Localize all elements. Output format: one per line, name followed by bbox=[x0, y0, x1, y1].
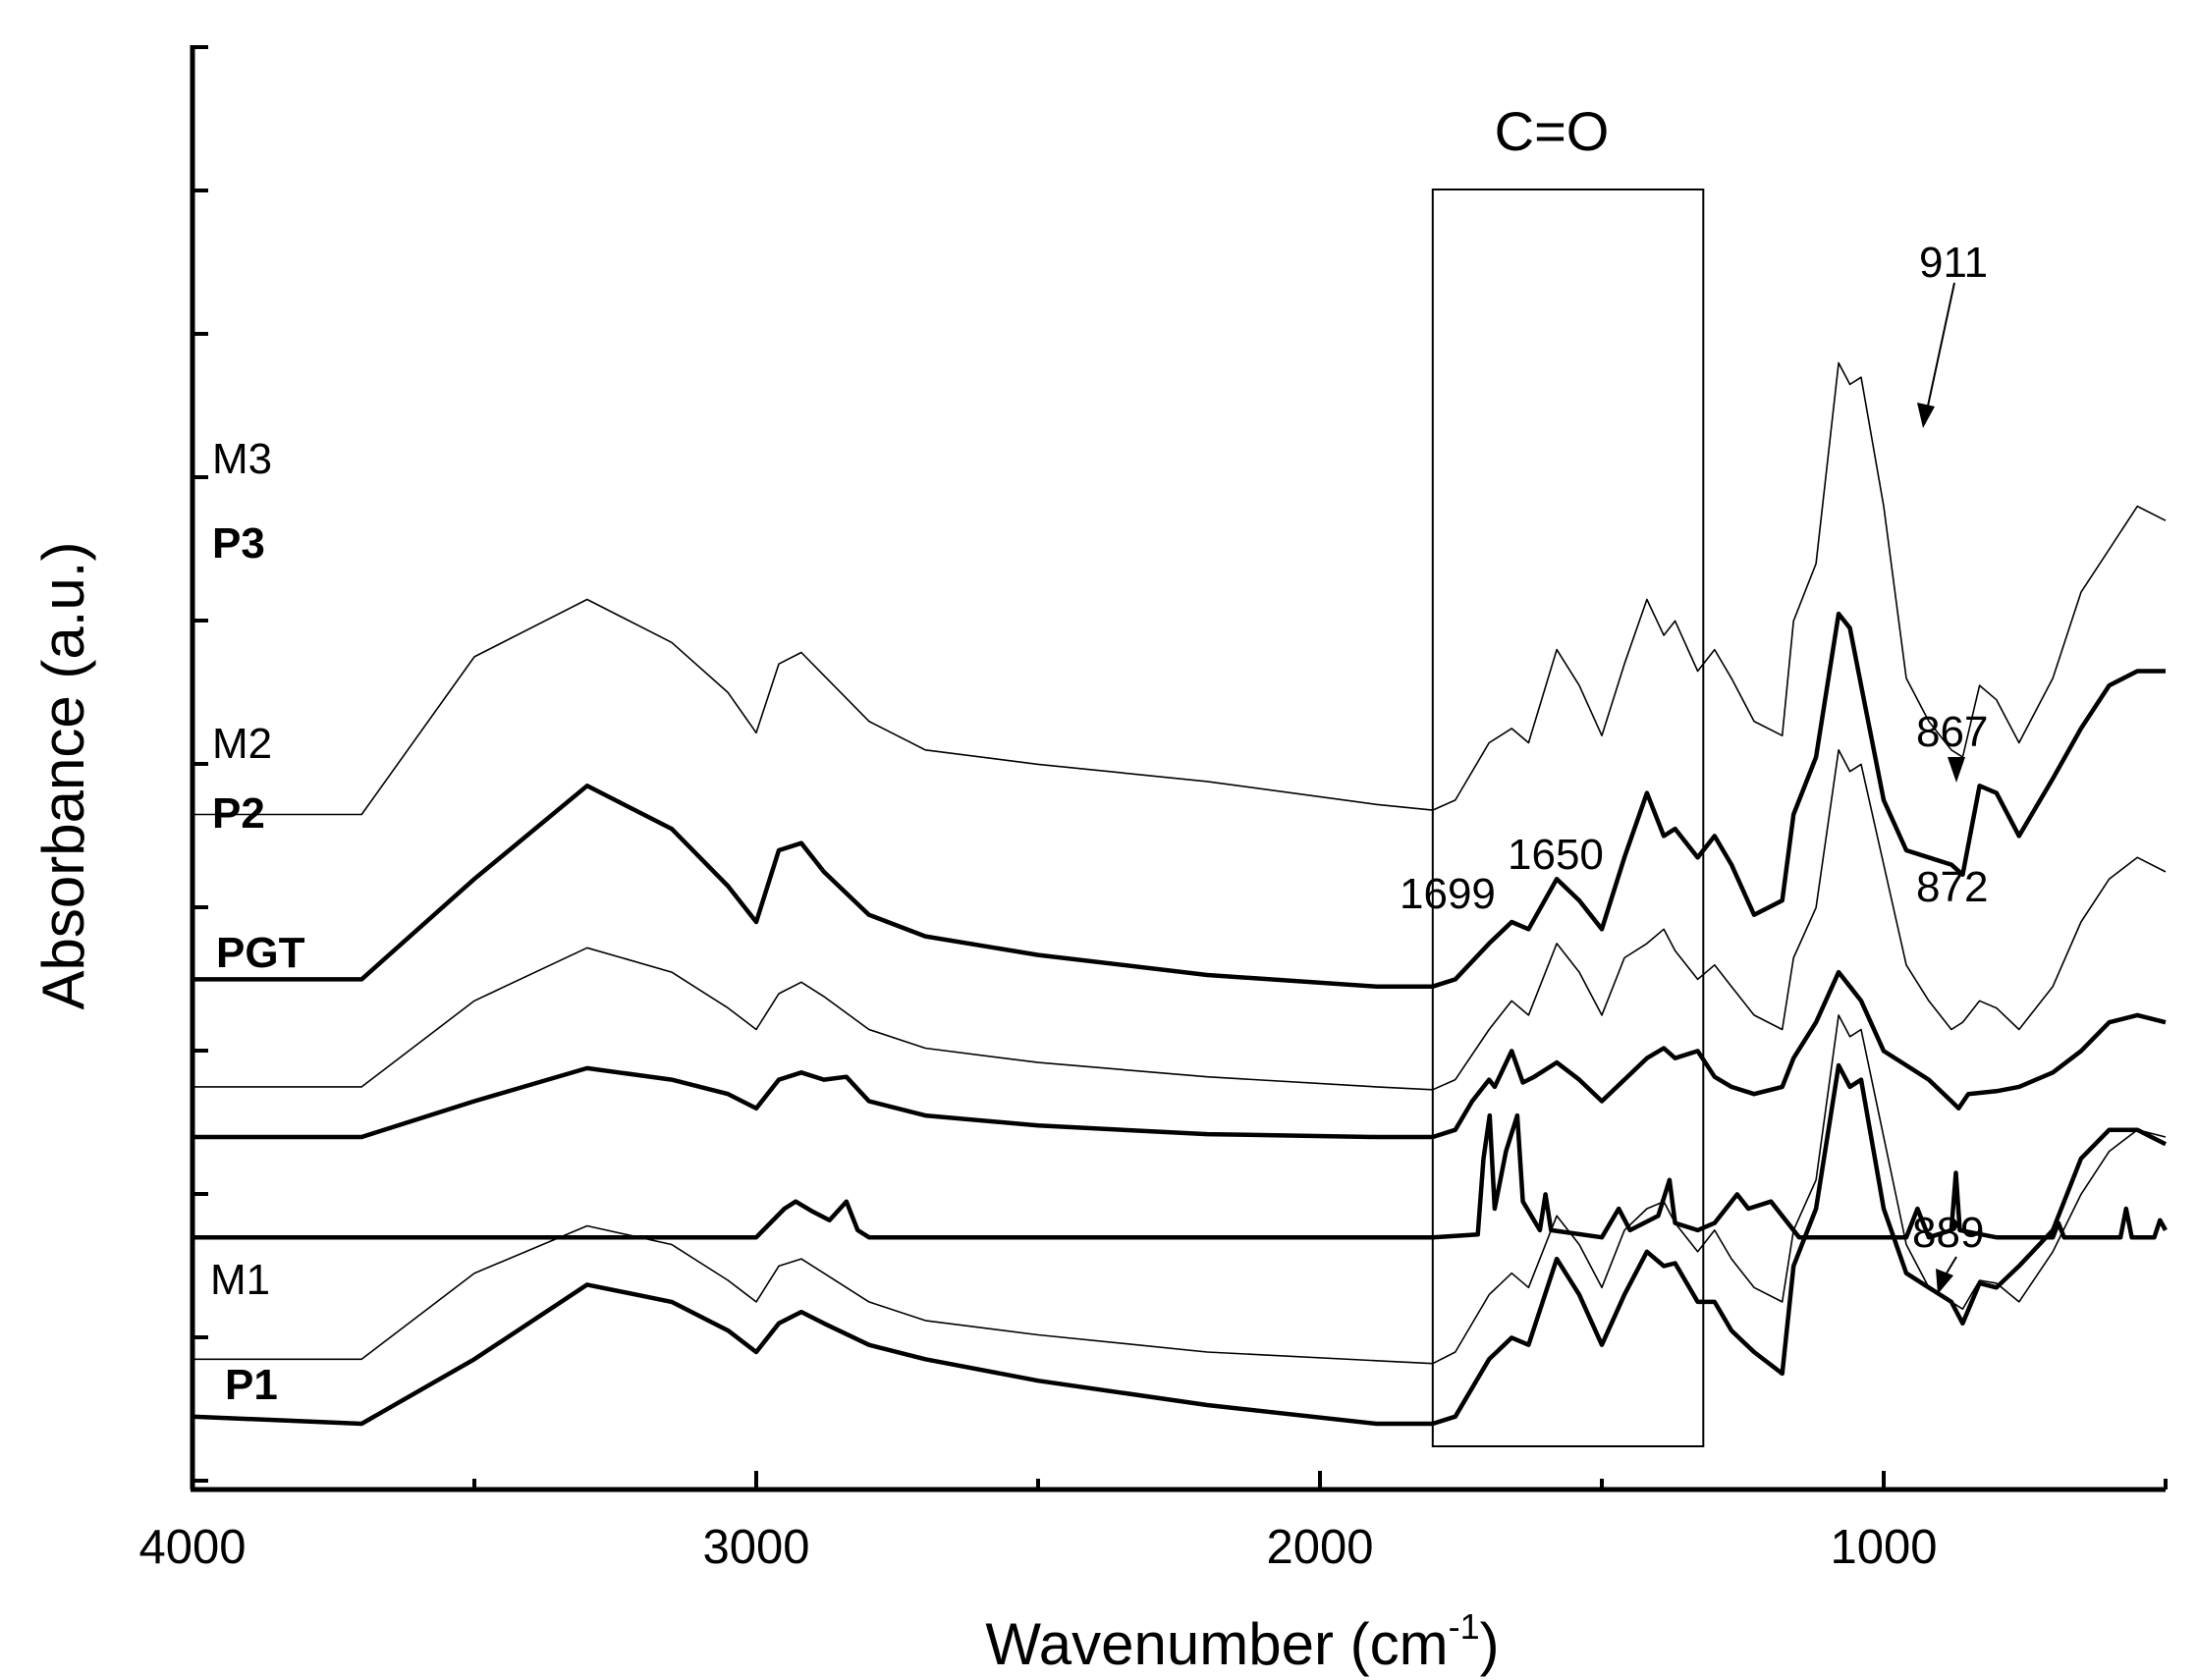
series-line-m2 bbox=[192, 748, 2167, 1091]
peak-arrowhead-867 bbox=[1948, 757, 1965, 783]
peak-label-911: 911 bbox=[1919, 239, 1988, 287]
series-label-m2: M2 bbox=[212, 720, 272, 768]
x-tick-label: 1000 bbox=[1830, 1521, 1937, 1574]
peak-arrow-911 bbox=[1926, 282, 1955, 411]
series-label-p3: P3 bbox=[212, 519, 265, 568]
x-axis-title-text: Wavenumber (cm bbox=[985, 1611, 1448, 1677]
peak-label-1650: 1650 bbox=[1508, 831, 1604, 879]
series-line-m3 bbox=[192, 361, 2167, 816]
carbonyl-region-label: C=O bbox=[1495, 100, 1610, 162]
series-line-p3 bbox=[192, 611, 2166, 989]
x-tick-label: 3000 bbox=[702, 1521, 809, 1574]
peak-label-889: 889 bbox=[1912, 1209, 1984, 1257]
x-axis-title: Wavenumber (cm-1) bbox=[985, 1606, 1499, 1677]
series-label-p2: P2 bbox=[212, 789, 265, 838]
series-line-pgt bbox=[192, 1112, 2168, 1240]
series-line-m1 bbox=[192, 1014, 2167, 1365]
x-tick-label: 2000 bbox=[1266, 1521, 1373, 1574]
x-axis-title-close: ) bbox=[1480, 1611, 1500, 1677]
series-label-m1: M1 bbox=[210, 1256, 270, 1304]
series-label-pgt: PGT bbox=[216, 929, 305, 977]
peak-label-867: 867 bbox=[1916, 708, 1988, 756]
series-label-m3: M3 bbox=[212, 435, 272, 483]
series-line-p1 bbox=[192, 1062, 2168, 1427]
peak-label-1699: 1699 bbox=[1400, 870, 1496, 918]
peak-label-872: 872 bbox=[1916, 863, 1988, 911]
peak-arrowhead-889 bbox=[1936, 1269, 1953, 1294]
x-tick-label: 4000 bbox=[138, 1521, 246, 1574]
peak-arrowhead-911 bbox=[1917, 403, 1935, 428]
carbonyl-region-box bbox=[1431, 189, 1705, 1447]
y-axis-title: Absorbance (a.u.) bbox=[30, 542, 96, 1010]
x-axis-ticks: 4000 3000 2000 1000 bbox=[138, 1471, 2168, 1574]
y-axis-ticks bbox=[192, 45, 208, 1483]
series-line-p2 bbox=[192, 969, 2167, 1140]
x-axis-title-superscript: -1 bbox=[1449, 1606, 1480, 1647]
series-lines bbox=[192, 361, 2168, 1427]
series-label-p1: P1 bbox=[225, 1361, 278, 1409]
